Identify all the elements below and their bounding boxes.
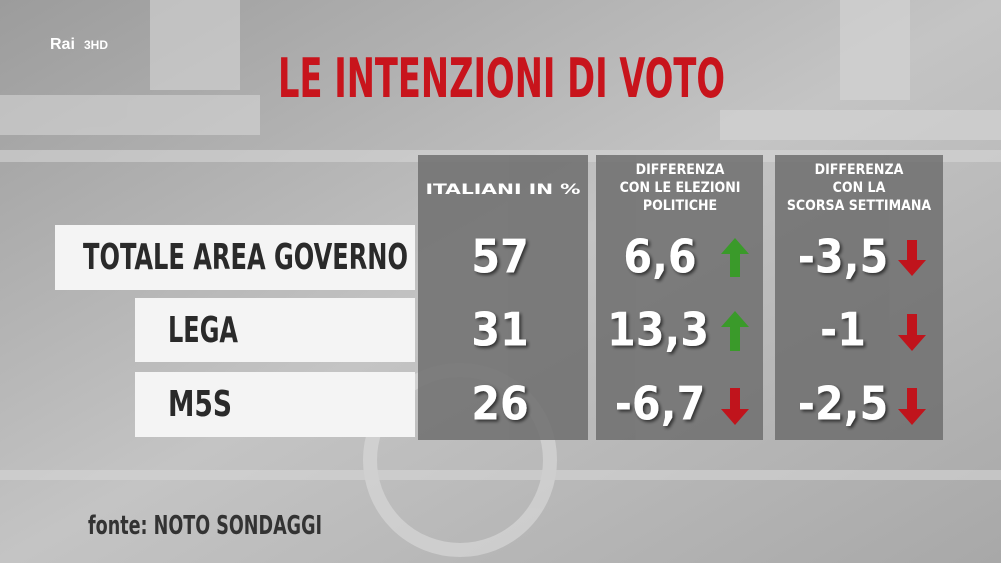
arrow-up <box>721 238 749 277</box>
cell-value: -3,5 <box>798 230 889 284</box>
cell-value: -6,7 <box>615 377 706 431</box>
arrow-down <box>898 388 926 425</box>
arrow-down <box>721 388 749 425</box>
column-header: CON LA <box>833 180 886 196</box>
column-header: DIFFERENZA <box>815 162 904 178</box>
arrow-down <box>898 240 926 276</box>
row-label: LEGA <box>168 310 238 351</box>
cell-value: -1 <box>820 303 866 357</box>
logo-channel: 3HD <box>84 38 108 52</box>
cell-value: 26 <box>471 377 529 431</box>
cell-value: 6,6 <box>623 230 696 284</box>
arrow-down <box>898 314 926 351</box>
cell-value: 13,3 <box>607 303 709 357</box>
source: fonte: NOTO SONDAGGI <box>88 511 322 541</box>
column-header: DIFFERENZA <box>636 162 725 178</box>
arrow-up <box>721 311 749 351</box>
cell-value: 31 <box>471 303 529 357</box>
column-header: SCORSA SETTIMANA <box>787 198 932 214</box>
cell-value: 57 <box>471 230 529 284</box>
logo-brand: Rai <box>50 36 75 53</box>
column-header: ITALIANI IN % <box>426 182 582 198</box>
cell-value: -2,5 <box>798 377 889 431</box>
title: LE INTENZIONI DI VOTO <box>278 47 725 110</box>
column-header: CON LE ELEZIONI <box>620 180 741 196</box>
column-panels <box>418 155 943 440</box>
row-label: M5S <box>168 384 232 425</box>
row-label: TOTALE AREA GOVERNO <box>83 237 408 278</box>
row-label-bars <box>55 225 415 437</box>
column-header: POLITICHE <box>643 198 717 214</box>
trend-arrows <box>721 238 926 425</box>
